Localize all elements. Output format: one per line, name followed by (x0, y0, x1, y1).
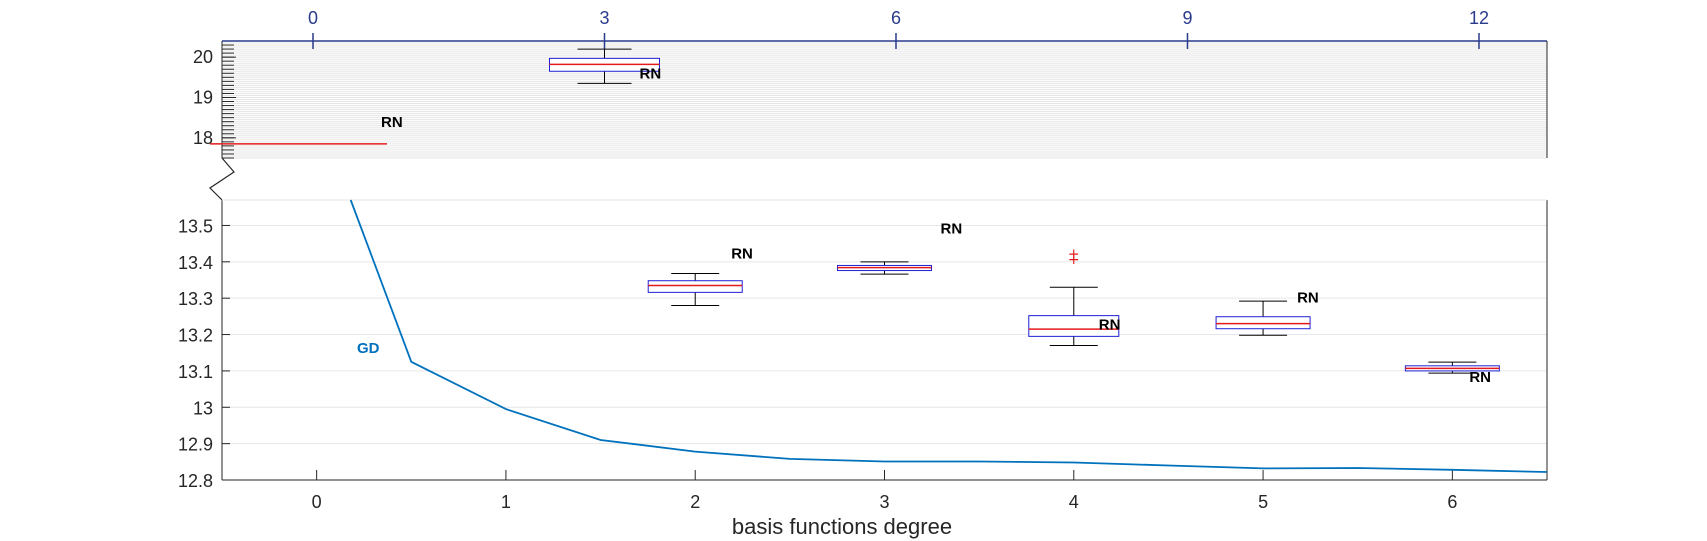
box-body (647, 280, 743, 293)
axis-break-marker (209, 41, 1548, 201)
x-tick-label: 4 (1069, 492, 1079, 512)
lower-y-tick-label: 12.9 (178, 435, 213, 455)
gd-line (349, 199, 1548, 473)
x-tick-label: 5 (1258, 492, 1268, 512)
lower-y-tick-label: 13.4 (178, 253, 213, 273)
box-label: RN (1297, 290, 1319, 307)
upper-y-tick-label: 20 (193, 47, 213, 67)
x-tick-label: 0 (312, 492, 322, 512)
lower-y-tick-label: 13.2 (178, 326, 213, 346)
box-label: RN (381, 114, 403, 131)
upper-panel-grid (222, 40, 1547, 159)
lower-y-tick-label: 13.5 (178, 216, 213, 236)
lower-panel-grid (222, 224, 1547, 481)
top-axis-tick-label: 0 (308, 8, 318, 28)
upper-panel-axes: 18 19 20 0 3 6 9 12 (193, 8, 1547, 159)
box-label: RN (639, 65, 661, 82)
box-body (1028, 315, 1120, 337)
box-label: RN (941, 220, 963, 237)
top-axis-tick-label: 12 (1469, 8, 1489, 28)
gd-series: GD (349, 199, 1548, 473)
box-body (1215, 316, 1311, 330)
box-outlier: + (1068, 252, 1080, 268)
box-label: RN (1469, 369, 1491, 386)
x-tick-label: 2 (690, 492, 700, 512)
x-axis-label: basis functions degree (732, 514, 952, 539)
x-tick-label: 3 (879, 492, 889, 512)
upper-panel-boxes: RN RN (210, 48, 661, 145)
upper-y-tick-label: 19 (193, 87, 213, 107)
lower-panel-boxes: RN RN ++ RN RN RN (647, 220, 1500, 386)
top-axis-tick-label: 9 (1182, 8, 1192, 28)
box-label: RN (731, 246, 753, 263)
x-tick-label: 1 (501, 492, 511, 512)
lower-y-tick-label: 13.3 (178, 289, 213, 309)
box-outlier: + (1068, 247, 1080, 263)
top-axis-tick-label: 6 (891, 8, 901, 28)
box-label: RN (1099, 317, 1121, 334)
upper-y-tick-label: 18 (193, 128, 213, 148)
top-axis-tick-label: 3 (599, 8, 609, 28)
axis-break-zigzag (209, 157, 235, 201)
lower-y-tick-label: 12.8 (178, 471, 213, 491)
lower-panel-axes: 12.8 12.9 13 13.1 13.2 13.3 13.4 13.5 0 1 2 3 4 5 6 (178, 199, 1548, 512)
x-tick-label: 6 (1447, 492, 1457, 512)
gd-label: GD (357, 340, 380, 357)
lower-y-tick-label: 13 (193, 398, 213, 418)
lower-y-tick-label: 13.1 (178, 362, 213, 382)
